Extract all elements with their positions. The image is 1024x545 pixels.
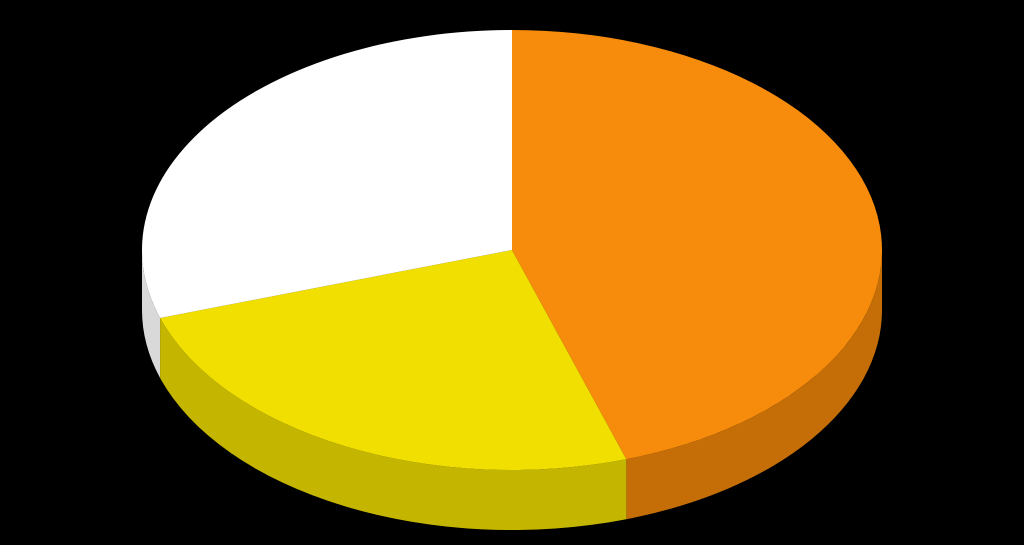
pie-chart-3d (0, 0, 1024, 545)
chart-svg (0, 0, 1024, 545)
